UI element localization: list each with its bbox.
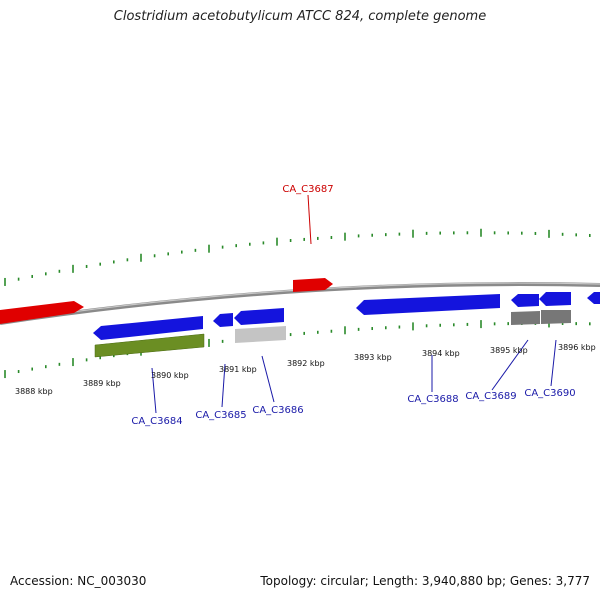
feature-dark-gray[interactable]: [511, 311, 540, 325]
kbp-label: 3889 kbp: [83, 379, 121, 388]
kbp-label: 3894 kbp: [422, 349, 460, 358]
leader-CA_C3685: [221, 363, 226, 408]
accession-text: Accession: NC_003030: [10, 574, 147, 588]
gene-label-CA_C3687[interactable]: CA_C3687: [282, 184, 333, 195]
feature-light-gray[interactable]: [235, 326, 286, 343]
leader-CA_C3689: [491, 339, 529, 391]
gene-label-CA_C3689[interactable]: CA_C3689: [465, 391, 516, 402]
map-title: Clostridium acetobutylicum ATCC 824, com…: [113, 9, 487, 24]
gene-feature-forward[interactable]: [0, 301, 84, 324]
gene-feature-CA_C3687[interactable]: [293, 278, 333, 292]
kbp-label: 3893 kbp: [354, 353, 392, 362]
kbp-label: 3888 kbp: [15, 387, 53, 396]
kbp-label: 3891 kbp: [219, 365, 257, 374]
gene-feature-CA_C3686[interactable]: [234, 308, 284, 325]
gene-label-CA_C3685[interactable]: CA_C3685: [195, 410, 246, 421]
leader-CA_C3687: [307, 194, 312, 245]
feature-dark-gray-2[interactable]: [541, 310, 571, 324]
genome-summary-text: Topology: circular; Length: 3,940,880 bp…: [260, 574, 590, 588]
kbp-label: 3895 kbp: [490, 346, 528, 355]
leader-CA_C3686: [261, 355, 275, 403]
gene-feature-edge[interactable]: [587, 292, 600, 304]
leader-CA_C3684: [151, 367, 157, 414]
kbp-label: 3890 kbp: [151, 371, 189, 380]
gene-label-CA_C3684[interactable]: CA_C3684: [131, 416, 182, 427]
gene-label-CA_C3688[interactable]: CA_C3688: [407, 394, 458, 405]
gene-label-CA_C3686[interactable]: CA_C3686: [252, 405, 303, 416]
gene-feature-CA_C3684[interactable]: [93, 316, 203, 340]
gene-feature-CA_C3690[interactable]: [539, 292, 571, 306]
leader-CA_C3690: [550, 339, 557, 387]
gene-feature-CA_C3688[interactable]: [356, 294, 500, 315]
gene-feature-CA_C3685[interactable]: [213, 313, 233, 327]
gene-feature-CA_C3689[interactable]: [511, 294, 539, 307]
kbp-label: 3892 kbp: [287, 359, 325, 368]
scale-ticks: [4, 228, 591, 379]
kbp-label: 3896 kbp: [558, 343, 596, 352]
gene-label-CA_C3690[interactable]: CA_C3690: [524, 388, 575, 399]
feature-green[interactable]: [94, 333, 205, 358]
